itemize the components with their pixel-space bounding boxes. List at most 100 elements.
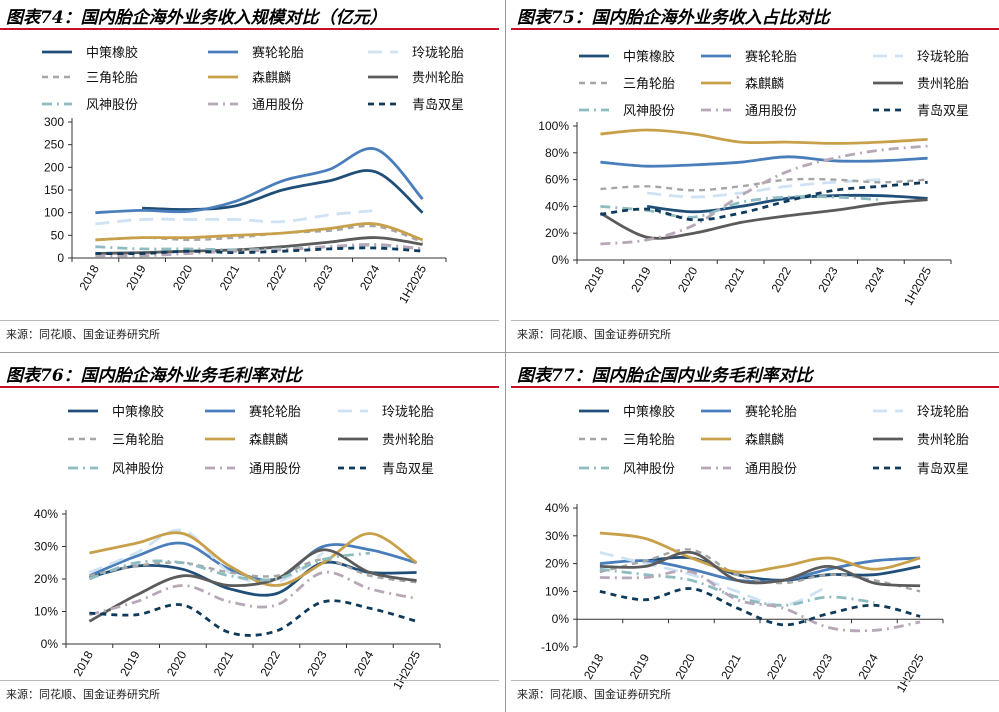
horizontal-divider — [0, 352, 999, 353]
panel-76-source-bar: 来源：同花顺、国金证券研究所 — [0, 680, 499, 705]
panel-74-source-bar: 来源：同花顺、国金证券研究所 — [0, 320, 499, 345]
y-tick-label: 40% — [545, 199, 569, 213]
x-tick-label: 2021 — [722, 264, 748, 294]
y-tick-label: -10% — [541, 640, 569, 654]
x-tick-label: 2021 — [217, 262, 243, 292]
x-tick-label: 2019 — [123, 262, 149, 292]
y-tick-label: 250 — [44, 138, 64, 152]
y-tick-label: 40% — [34, 507, 58, 521]
legend-label: 风神股份 — [623, 462, 675, 477]
y-tick-label: 20% — [34, 572, 58, 586]
chart-title: 图表77：国内胎企国内业务毛利率对比 — [517, 366, 813, 386]
legend-label: 贵州轮胎 — [412, 71, 464, 86]
panel-74: 图表74：国内胎企海外业务收入规模对比（亿元） 中策橡胶 赛轮轮胎 玲珑轮胎 三角轮胎… — [0, 0, 499, 345]
legend-label: 三角轮胎 — [112, 433, 164, 448]
chart-title: 图表76：国内胎企海外业务毛利率对比 — [6, 366, 302, 386]
y-tick-label: 0% — [552, 253, 570, 267]
x-tick-label: 2023 — [310, 262, 336, 292]
y-tick-label: 10% — [545, 584, 569, 598]
series-line — [599, 551, 830, 607]
y-tick-label: 0% — [41, 637, 59, 651]
series-line — [95, 209, 377, 226]
y-tick-label: 30% — [34, 540, 58, 554]
x-tick-label: 2021 — [211, 648, 237, 678]
series-line — [600, 155, 928, 168]
x-tick-label: 2023 — [810, 651, 836, 681]
y-tick-label: 100% — [538, 119, 569, 133]
legend-label: 森麒麟 — [745, 76, 784, 92]
series-line — [599, 567, 875, 607]
x-tick-label: 2018 — [76, 262, 102, 292]
x-tick-label: 2022 — [257, 648, 283, 678]
series-line — [600, 144, 928, 246]
y-tick-label: 150 — [44, 183, 64, 197]
x-tick-label: 2023 — [815, 264, 841, 294]
y-tick-label: 200 — [44, 160, 64, 174]
series-line — [599, 550, 921, 588]
legend-label: 中策橡胶 — [112, 404, 164, 420]
legend-label: 中策橡胶 — [623, 49, 675, 65]
x-tick-label: 2018 — [581, 651, 607, 681]
legend-label: 贵州轮胎 — [917, 433, 969, 448]
legend-label: 通用股份 — [249, 462, 301, 477]
y-tick-label: 20% — [545, 557, 569, 571]
x-tick-label: 2024 — [855, 651, 881, 681]
chart-source: 来源：同花顺、国金证券研究所 — [6, 328, 160, 341]
x-tick-label: 2024 — [351, 648, 377, 678]
x-tick-label: 2023 — [304, 648, 330, 678]
x-tick-label: 2018 — [581, 264, 607, 294]
legend-label: 青岛双星 — [917, 461, 969, 477]
y-tick-label: 30% — [545, 529, 569, 543]
legend-label: 森麒麟 — [252, 70, 291, 86]
x-tick-label: 1H2025 — [396, 262, 429, 306]
series-line — [142, 169, 424, 214]
series-line — [95, 246, 423, 256]
y-tick-label: 50 — [51, 228, 65, 242]
legend-label: 通用股份 — [745, 462, 797, 477]
legend-label: 青岛双星 — [412, 97, 464, 113]
legend-label: 三角轮胎 — [86, 71, 138, 86]
panel-75: 图表75：国内胎企海外业务收入占比对比 中策橡胶 赛轮轮胎 玲珑轮胎三角轮胎 森麒麟 贵… — [511, 0, 999, 345]
panel-75-source-bar: 来源：同花顺、国金证券研究所 — [511, 320, 999, 345]
legend-label: 赛轮轮胎 — [745, 49, 797, 65]
series-line — [599, 569, 921, 633]
x-tick-label: 2022 — [768, 264, 794, 294]
y-tick-label: 0 — [57, 251, 64, 265]
y-tick-label: 10% — [34, 605, 58, 619]
series-line — [599, 587, 921, 627]
panel-77-source-bar: 来源：同花顺、国金证券研究所 — [511, 680, 999, 705]
panel-74-title-bar: 图表74：国内胎企海外业务收入规模对比（亿元） — [0, 0, 499, 30]
y-tick-label: 300 — [44, 115, 64, 129]
y-tick-label: 0% — [552, 612, 570, 626]
chart-source: 来源：同花顺、国金证券研究所 — [517, 688, 671, 701]
chart-source: 来源：同花顺、国金证券研究所 — [517, 328, 671, 341]
panel-77: 图表77：国内胎企国内业务毛利率对比 中策橡胶 赛轮轮胎 玲珑轮胎 三角轮胎 森麒麟 贵州… — [511, 358, 999, 712]
panel-75-title-bar: 图表75：国内胎企海外业务收入占比对比 — [511, 0, 999, 30]
legend-label: 森麒麟 — [745, 432, 784, 448]
y-tick-label: 40% — [545, 501, 569, 515]
legend-label: 森麒麟 — [249, 432, 288, 448]
x-tick-label: 2020 — [672, 651, 698, 681]
legend-label: 贵州轮胎 — [917, 77, 969, 92]
legend-label: 玲珑轮胎 — [382, 405, 434, 420]
vertical-divider — [505, 0, 506, 712]
legend-label: 青岛双星 — [382, 461, 434, 477]
legend-label: 三角轮胎 — [623, 77, 675, 92]
legend-label: 玲珑轮胎 — [917, 50, 969, 65]
legend-label: 玲珑轮胎 — [917, 405, 969, 420]
panel-76: 图表76：国内胎企海外业务毛利率对比 中策橡胶 赛轮轮胎 玲珑轮胎 三角轮胎 森麒麟 贵州… — [0, 358, 499, 712]
y-tick-label: 60% — [545, 173, 569, 187]
series-line — [95, 224, 423, 244]
legend-label: 通用股份 — [745, 104, 797, 119]
chart-title: 图表74：国内胎企海外业务收入规模对比（亿元） — [6, 8, 387, 28]
series-line — [600, 177, 928, 192]
x-tick-label: 2018 — [70, 648, 96, 678]
series-line — [646, 178, 881, 199]
chart-title: 图表75：国内胎企海外业务收入占比对比 — [517, 8, 830, 28]
series-line — [95, 222, 424, 242]
series-line — [600, 180, 928, 222]
series-line — [599, 531, 921, 574]
x-tick-label: 2021 — [718, 651, 744, 681]
